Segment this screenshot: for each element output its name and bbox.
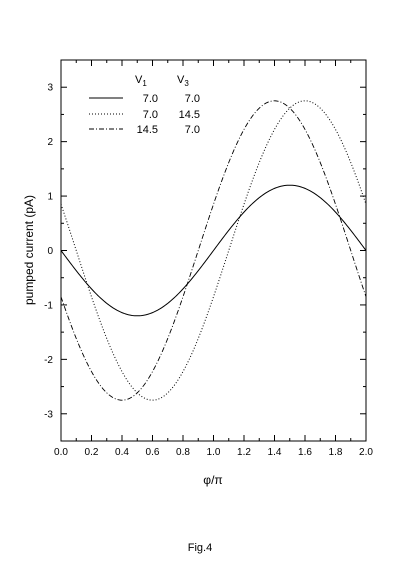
legend-header-v1: V1 — [135, 74, 147, 88]
y-tick-label: 2 — [47, 137, 53, 148]
y-tick-label: 1 — [47, 192, 53, 203]
legend-header-v3: V3 — [177, 74, 189, 88]
series-line-dotted — [60, 100, 367, 401]
series-lines — [60, 100, 367, 401]
legend-v3-value: 7.0 — [185, 124, 200, 136]
x-axis-ticks: 0.0 0.2 0.4 0.6 0.8 1.0 1.2 1.4 1.6 1.8 2.0 — [54, 60, 373, 458]
y-axis-label: pumped current (pA) — [22, 195, 36, 305]
y-tick-label: -1 — [44, 300, 53, 311]
x-tick-label: 0.6 — [146, 447, 160, 458]
legend-v3-value: 7.0 — [185, 93, 200, 105]
y-tick-label: 3 — [47, 83, 53, 94]
x-tick-label: 2.0 — [359, 447, 373, 458]
legend-v1-value: 14.5 — [137, 124, 158, 136]
legend-v1-value: 7.0 — [143, 93, 158, 105]
x-tick-label: 1.2 — [237, 447, 251, 458]
series-line-dashdot — [60, 100, 367, 401]
x-tick-label: 0.4 — [115, 447, 129, 458]
y-tick-label: -2 — [44, 355, 53, 366]
x-tick-label: 1.8 — [329, 447, 343, 458]
x-tick-label: 1.0 — [207, 447, 221, 458]
legend: V1 V3 7.0 7.0 7.0 14.5 14.5 7.0 — [89, 74, 200, 136]
series-line-solid — [60, 184, 367, 317]
x-tick-label: 1.4 — [268, 447, 282, 458]
y-tick-label: 0 — [47, 246, 53, 257]
x-tick-label: 0.0 — [54, 447, 68, 458]
legend-v3-value: 14.5 — [179, 109, 200, 121]
x-tick-label: 1.6 — [298, 447, 312, 458]
legend-v1-value: 7.0 — [143, 109, 158, 121]
x-tick-label: 0.8 — [176, 447, 190, 458]
y-axis-ticks: 3 2 1 0 -1 -2 -3 — [44, 59, 366, 442]
x-axis-label: φ/π — [203, 473, 222, 487]
x-tick-label: 0.2 — [85, 447, 99, 458]
figure-caption: Fig.4 — [188, 542, 212, 554]
y-tick-label: -3 — [44, 409, 53, 420]
